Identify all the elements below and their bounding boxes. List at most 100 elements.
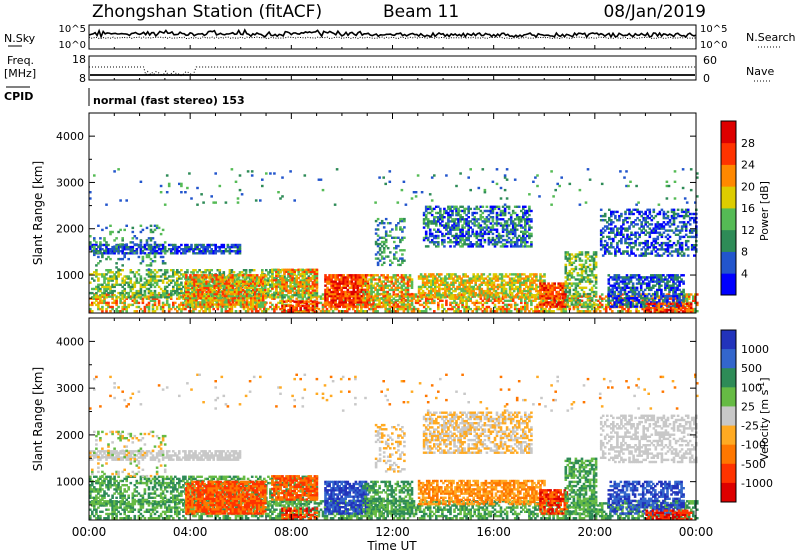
power-cell bbox=[165, 289, 169, 293]
power-cell bbox=[163, 287, 167, 291]
power-cell bbox=[99, 237, 102, 240]
freq-right-tick-top: 60 bbox=[703, 54, 717, 67]
power-cell bbox=[416, 299, 420, 302]
power-cell bbox=[505, 228, 509, 231]
power-cell bbox=[283, 306, 286, 310]
power-cell bbox=[465, 305, 468, 309]
power-cell bbox=[157, 291, 161, 295]
power-cell bbox=[133, 281, 137, 284]
power-cell bbox=[477, 295, 481, 298]
power-cell bbox=[419, 287, 423, 291]
power-cell bbox=[103, 273, 106, 276]
power-cell bbox=[424, 232, 428, 236]
power-cell bbox=[356, 303, 359, 307]
power-cell bbox=[401, 228, 404, 231]
power-cell bbox=[97, 301, 100, 305]
power-cell bbox=[528, 297, 531, 300]
power-cell bbox=[428, 230, 432, 233]
power-cell bbox=[213, 297, 216, 300]
power-cell bbox=[303, 293, 307, 296]
power-cell bbox=[507, 303, 511, 307]
power-cell bbox=[434, 275, 437, 278]
power-cell bbox=[305, 302, 309, 305]
power-cell bbox=[485, 216, 489, 219]
power-cell bbox=[430, 213, 434, 217]
power-cell bbox=[439, 297, 442, 300]
power-cell bbox=[105, 293, 108, 296]
power-cell bbox=[530, 232, 533, 236]
power-cell bbox=[131, 271, 135, 274]
power-cell bbox=[275, 289, 278, 292]
power-cell bbox=[344, 286, 347, 289]
power-cell bbox=[481, 299, 485, 302]
power-cell bbox=[99, 243, 102, 246]
power-cell bbox=[141, 260, 145, 263]
power-cell bbox=[479, 238, 483, 242]
power-cell bbox=[692, 307, 695, 311]
power-cell bbox=[135, 243, 139, 246]
power-cell bbox=[368, 301, 371, 304]
power-cell bbox=[291, 274, 294, 278]
power-cell bbox=[681, 293, 685, 296]
power-cell bbox=[111, 279, 114, 282]
power-cell bbox=[209, 286, 212, 289]
power-cell bbox=[485, 301, 489, 305]
power-cell bbox=[137, 273, 141, 276]
power-cell bbox=[155, 281, 159, 284]
power-cell bbox=[161, 310, 165, 313]
power-cell bbox=[281, 297, 284, 300]
power-cell bbox=[439, 209, 442, 213]
power-cell bbox=[461, 245, 464, 248]
power-cell bbox=[143, 285, 147, 289]
power-cell bbox=[147, 275, 151, 278]
power-cell bbox=[119, 301, 122, 305]
power-cell bbox=[135, 301, 139, 305]
power-cell bbox=[439, 207, 442, 211]
power-cell bbox=[119, 297, 122, 300]
power-cell bbox=[125, 307, 128, 311]
power-cell bbox=[91, 310, 94, 313]
power-cell bbox=[99, 241, 102, 244]
power-cell bbox=[449, 232, 452, 236]
power-cell bbox=[291, 304, 294, 308]
power-cell bbox=[338, 305, 341, 308]
power-cell bbox=[133, 283, 137, 286]
power-cell bbox=[520, 307, 523, 311]
power-cell bbox=[401, 261, 404, 264]
power-cell bbox=[107, 243, 110, 247]
power-cell bbox=[475, 211, 479, 215]
power-cell bbox=[149, 245, 153, 248]
power-cell bbox=[239, 305, 243, 308]
power-cell bbox=[127, 275, 130, 278]
power-cell bbox=[249, 294, 253, 298]
power-cell bbox=[311, 306, 315, 310]
power-cell bbox=[449, 245, 452, 248]
power-cell bbox=[505, 245, 509, 248]
power-cell bbox=[481, 305, 485, 309]
power-cell bbox=[457, 307, 460, 311]
power-cell bbox=[271, 272, 274, 276]
power-cell bbox=[395, 257, 398, 260]
power-cell bbox=[137, 301, 141, 305]
power-cell bbox=[231, 286, 235, 289]
power-cell bbox=[621, 297, 624, 300]
power-cell bbox=[393, 253, 396, 256]
power-cell bbox=[285, 294, 288, 297]
power-cell bbox=[467, 222, 470, 225]
power-cell bbox=[408, 299, 412, 302]
power-cell bbox=[273, 276, 276, 280]
power-cell bbox=[530, 220, 533, 223]
power-cell bbox=[159, 252, 163, 255]
power-cell bbox=[683, 295, 687, 298]
power-cell bbox=[444, 275, 447, 278]
power-cell bbox=[623, 307, 626, 311]
power-cell bbox=[97, 283, 100, 286]
power-cell bbox=[479, 241, 483, 244]
power-cell bbox=[172, 275, 175, 278]
power-cell bbox=[155, 279, 159, 282]
power-cell bbox=[647, 310, 650, 313]
power-cell bbox=[139, 285, 143, 289]
power-cell bbox=[155, 224, 159, 227]
power-cell bbox=[149, 283, 153, 286]
power-cell bbox=[524, 213, 527, 217]
